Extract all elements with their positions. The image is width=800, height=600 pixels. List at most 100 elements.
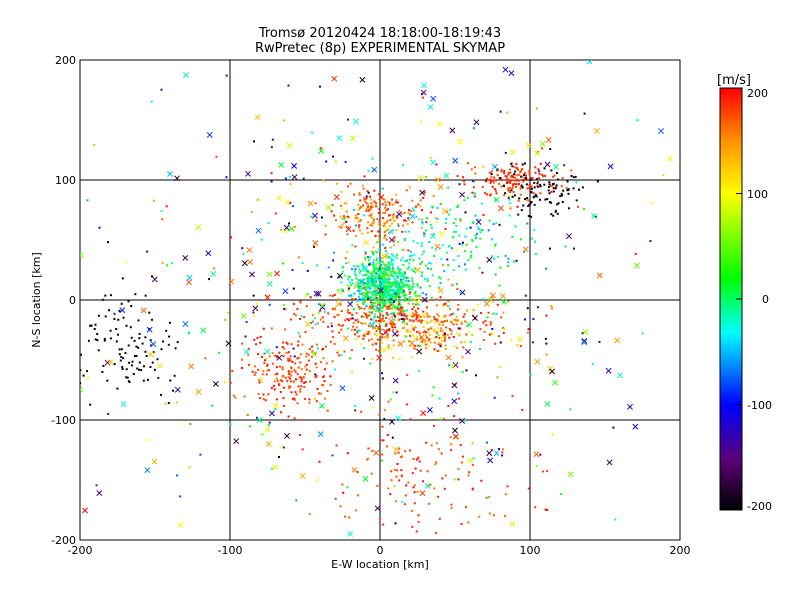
data-point-dot bbox=[543, 174, 545, 177]
data-point-dot bbox=[510, 339, 513, 342]
data-point-x-marker bbox=[266, 271, 273, 278]
data-point-dot bbox=[373, 270, 376, 273]
data-point-dot bbox=[253, 140, 255, 143]
data-point-dot bbox=[399, 303, 402, 306]
data-point-x-marker bbox=[509, 520, 516, 527]
data-point-dot bbox=[370, 301, 372, 304]
data-point-dot bbox=[303, 373, 306, 376]
data-point-dot bbox=[452, 323, 455, 326]
data-point-dot bbox=[614, 518, 617, 521]
colorbar-label: [m/s] bbox=[717, 73, 751, 88]
data-point-dot bbox=[104, 294, 107, 297]
data-point-dot bbox=[434, 216, 437, 219]
data-point-dot bbox=[548, 192, 551, 195]
data-point-dot bbox=[405, 189, 408, 192]
data-point-dot bbox=[435, 163, 438, 166]
data-point-dot bbox=[324, 233, 327, 236]
data-point-dot bbox=[96, 333, 99, 335]
data-point-dot bbox=[372, 169, 375, 171]
data-point-dot bbox=[428, 345, 431, 348]
data-point-dot bbox=[485, 496, 488, 499]
data-point-dot bbox=[391, 264, 394, 267]
data-point-dot bbox=[394, 290, 397, 293]
data-point-dot bbox=[113, 318, 116, 320]
data-point-dot bbox=[413, 209, 415, 212]
data-point-dot bbox=[402, 164, 404, 167]
data-point-dot bbox=[378, 261, 381, 264]
data-point-dot bbox=[596, 180, 599, 183]
data-point-dot bbox=[421, 218, 424, 221]
data-point-x-marker bbox=[315, 290, 322, 297]
data-point-dot bbox=[384, 273, 386, 276]
data-point-dot bbox=[395, 193, 398, 196]
data-point-dot bbox=[435, 461, 437, 464]
data-point-dot bbox=[414, 205, 417, 208]
data-point-dot bbox=[424, 320, 427, 323]
data-point-x-marker bbox=[335, 300, 342, 307]
data-point-x-marker bbox=[376, 354, 383, 361]
data-point-dot bbox=[403, 239, 406, 242]
data-point-dot bbox=[504, 192, 507, 195]
data-point-dot bbox=[372, 294, 375, 297]
data-point-dot bbox=[424, 278, 426, 280]
data-point-dot bbox=[419, 469, 422, 472]
data-point-dot bbox=[448, 336, 451, 339]
data-point-x-marker bbox=[339, 385, 346, 392]
data-point-dot bbox=[389, 304, 392, 307]
data-point-x-marker bbox=[491, 163, 498, 170]
data-point-dot bbox=[405, 276, 408, 279]
data-point-dot bbox=[427, 299, 430, 302]
data-point-dot bbox=[416, 302, 419, 305]
data-point-x-marker bbox=[393, 446, 400, 453]
data-point-dot bbox=[373, 221, 375, 224]
data-point-dot bbox=[416, 283, 419, 286]
data-point-dot bbox=[489, 178, 492, 181]
data-point-dot bbox=[392, 267, 394, 270]
data-point-x-marker bbox=[225, 340, 232, 347]
data-point-dot bbox=[502, 331, 505, 334]
data-point-dot bbox=[498, 335, 500, 338]
data-point-dot bbox=[377, 326, 380, 329]
data-point-dot bbox=[381, 288, 384, 291]
data-point-dot bbox=[549, 148, 552, 150]
data-point-x-marker bbox=[581, 339, 588, 346]
data-point-dot bbox=[376, 334, 379, 337]
data-point-dot bbox=[326, 390, 329, 392]
data-point-dot bbox=[556, 212, 559, 215]
data-point-dot bbox=[391, 218, 394, 220]
data-point-dot bbox=[397, 281, 399, 284]
data-point-dot bbox=[339, 324, 342, 327]
data-point-dot bbox=[449, 308, 452, 311]
data-point-dot bbox=[436, 350, 439, 352]
data-point-dot bbox=[167, 343, 170, 346]
data-point-dot bbox=[510, 162, 513, 165]
data-point-dot bbox=[396, 299, 399, 302]
data-point-dot bbox=[252, 294, 255, 297]
data-point-dot bbox=[423, 316, 426, 319]
data-point-dot bbox=[438, 517, 441, 520]
data-point-dot bbox=[506, 182, 508, 184]
data-point-dot bbox=[423, 235, 426, 238]
data-point-dot bbox=[342, 215, 345, 218]
data-point-dot bbox=[143, 365, 145, 368]
data-point-x-marker bbox=[534, 358, 541, 365]
data-point-dot bbox=[533, 181, 536, 184]
data-point-dot bbox=[387, 344, 390, 347]
data-point-dot bbox=[213, 267, 215, 270]
data-point-dot bbox=[317, 312, 320, 315]
data-point-dot bbox=[395, 296, 398, 299]
data-point-dot bbox=[335, 219, 337, 222]
data-point-dot bbox=[368, 323, 371, 326]
data-point-dot bbox=[445, 326, 448, 329]
data-point-dot bbox=[307, 359, 310, 362]
data-point-dot bbox=[416, 315, 419, 318]
data-point-dot bbox=[578, 188, 580, 191]
data-point-dot bbox=[383, 201, 386, 204]
data-point-dot bbox=[375, 272, 378, 275]
data-point-dot bbox=[357, 306, 360, 309]
data-point-dot bbox=[381, 283, 384, 286]
data-point-dot bbox=[518, 179, 520, 182]
data-point-dot bbox=[421, 339, 424, 342]
data-point-dot bbox=[566, 180, 569, 183]
data-point-dot bbox=[369, 331, 372, 334]
